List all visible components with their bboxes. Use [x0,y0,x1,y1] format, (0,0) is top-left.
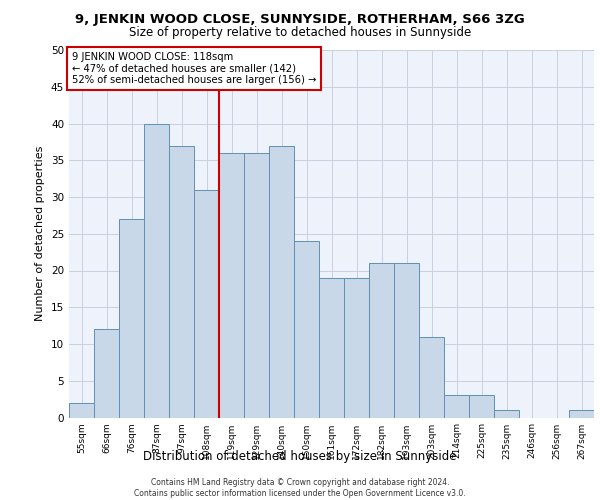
Bar [69,403,94,417]
Bar [244,153,269,417]
Bar [394,263,419,418]
Bar [194,190,219,418]
Bar [319,278,344,417]
Text: Size of property relative to detached houses in Sunnyside: Size of property relative to detached ho… [129,26,471,39]
Bar [294,241,319,418]
Bar [444,396,469,417]
Text: Contains HM Land Registry data © Crown copyright and database right 2024.
Contai: Contains HM Land Registry data © Crown c… [134,478,466,498]
Bar [269,146,294,418]
Bar [344,278,369,417]
Bar [144,124,169,418]
Bar [369,263,394,418]
Text: 9, JENKIN WOOD CLOSE, SUNNYSIDE, ROTHERHAM, S66 3ZG: 9, JENKIN WOOD CLOSE, SUNNYSIDE, ROTHERH… [75,12,525,26]
Bar [119,219,144,418]
Bar [219,153,244,417]
Bar [569,410,594,418]
Bar [419,336,444,417]
Text: Distribution of detached houses by size in Sunnyside: Distribution of detached houses by size … [143,450,457,463]
Bar [94,330,119,418]
Y-axis label: Number of detached properties: Number of detached properties [35,146,46,322]
Bar [494,410,519,418]
Bar [169,146,194,418]
Bar [469,396,494,417]
Text: 9 JENKIN WOOD CLOSE: 118sqm
← 47% of detached houses are smaller (142)
52% of se: 9 JENKIN WOOD CLOSE: 118sqm ← 47% of det… [71,52,316,85]
